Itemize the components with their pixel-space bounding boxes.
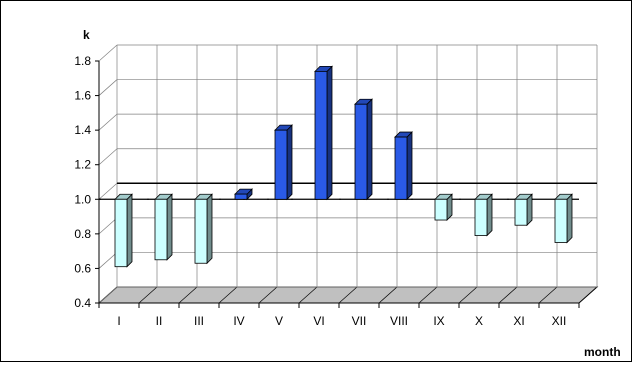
x-tick-label: XI (513, 314, 524, 328)
bar-front-face (394, 136, 408, 200)
bar (234, 188, 253, 201)
axes (95, 60, 580, 308)
bar (274, 124, 293, 201)
bar-front-face (194, 198, 208, 264)
floor-divider (178, 286, 198, 304)
bar-side-face (166, 193, 173, 261)
side-gridline (98, 252, 118, 269)
side-gridline (98, 79, 118, 96)
bar-side-face (286, 124, 293, 201)
floor-divider (258, 286, 278, 304)
y-tick-label: 1.8 (74, 54, 91, 68)
bar-side-face (126, 193, 133, 268)
x-axis-label: month (584, 345, 621, 359)
y-axis-label: k (83, 28, 90, 42)
floor-divider (218, 286, 238, 304)
x-tick-label: VII (352, 314, 367, 328)
x-tick-label: XII (552, 314, 567, 328)
bar (314, 65, 333, 201)
bar-front-face (234, 193, 248, 200)
x-tick-label: X (475, 314, 483, 328)
x-tick-label: I (117, 314, 120, 328)
x-tick-label: III (194, 314, 204, 328)
side-gridline (98, 148, 118, 165)
floor-divider (458, 286, 478, 304)
floor-divider (498, 286, 518, 304)
floor-divider (418, 286, 438, 304)
chart-floor (97, 286, 599, 304)
side-gridline (98, 113, 118, 131)
floor-divider (538, 286, 558, 304)
floor-divider (138, 286, 158, 304)
x-tick-label: IV (233, 314, 244, 328)
gridlines (98, 44, 598, 304)
bar (474, 193, 493, 237)
x-tick-labels: I II III IV V VI VII VIII IX X XI XII (117, 314, 566, 328)
y-tick-label: 1.4 (74, 123, 91, 137)
bar (394, 131, 413, 201)
y-tick-label: 1.2 (74, 158, 91, 172)
bar-side-face (366, 98, 373, 201)
bar (514, 193, 533, 227)
x-tick-label: II (156, 314, 163, 328)
bar-side-face (406, 131, 413, 201)
x-tick-label: V (275, 314, 283, 328)
bar-front-face (474, 198, 488, 236)
y-tick-label: 0.6 (74, 261, 91, 275)
bar-side-face (566, 193, 573, 244)
x-tick-label: IX (433, 314, 444, 328)
x-tick-label: VIII (390, 314, 408, 328)
y-tick-label: 1.0 (74, 192, 91, 206)
bar (114, 193, 133, 268)
bar (194, 193, 213, 265)
bar (434, 193, 453, 221)
side-gridline (98, 217, 118, 235)
bar-side-face (206, 193, 213, 265)
bar-front-face (354, 103, 368, 200)
bars (114, 65, 573, 268)
side-gridline (98, 183, 118, 200)
bar-front-face (514, 198, 528, 226)
bar-side-face (486, 193, 493, 237)
y-tick-label: 0.8 (74, 227, 91, 241)
bar-front-face (154, 198, 168, 261)
bar-front-face (114, 198, 128, 268)
y-tick-label: 1.6 (74, 89, 91, 103)
floor-divider (378, 286, 398, 304)
y-tick-labels: 0.4 0.6 0.8 1.0 1.2 1.4 1.6 1.8 (74, 54, 91, 310)
side-gridline (98, 286, 118, 304)
bar (554, 193, 573, 244)
bar (154, 193, 173, 261)
floor-divider (338, 286, 358, 304)
x-tick-label: VI (313, 314, 324, 328)
bar-side-face (326, 65, 333, 201)
bar-front-face (314, 70, 328, 200)
bar (354, 98, 373, 201)
floor-divider (298, 286, 318, 304)
bar-front-face (274, 129, 288, 200)
y-tick-label: 0.4 (74, 296, 91, 310)
side-gridline (98, 44, 118, 62)
bar-front-face (554, 198, 568, 243)
bar-front-face (434, 198, 448, 221)
